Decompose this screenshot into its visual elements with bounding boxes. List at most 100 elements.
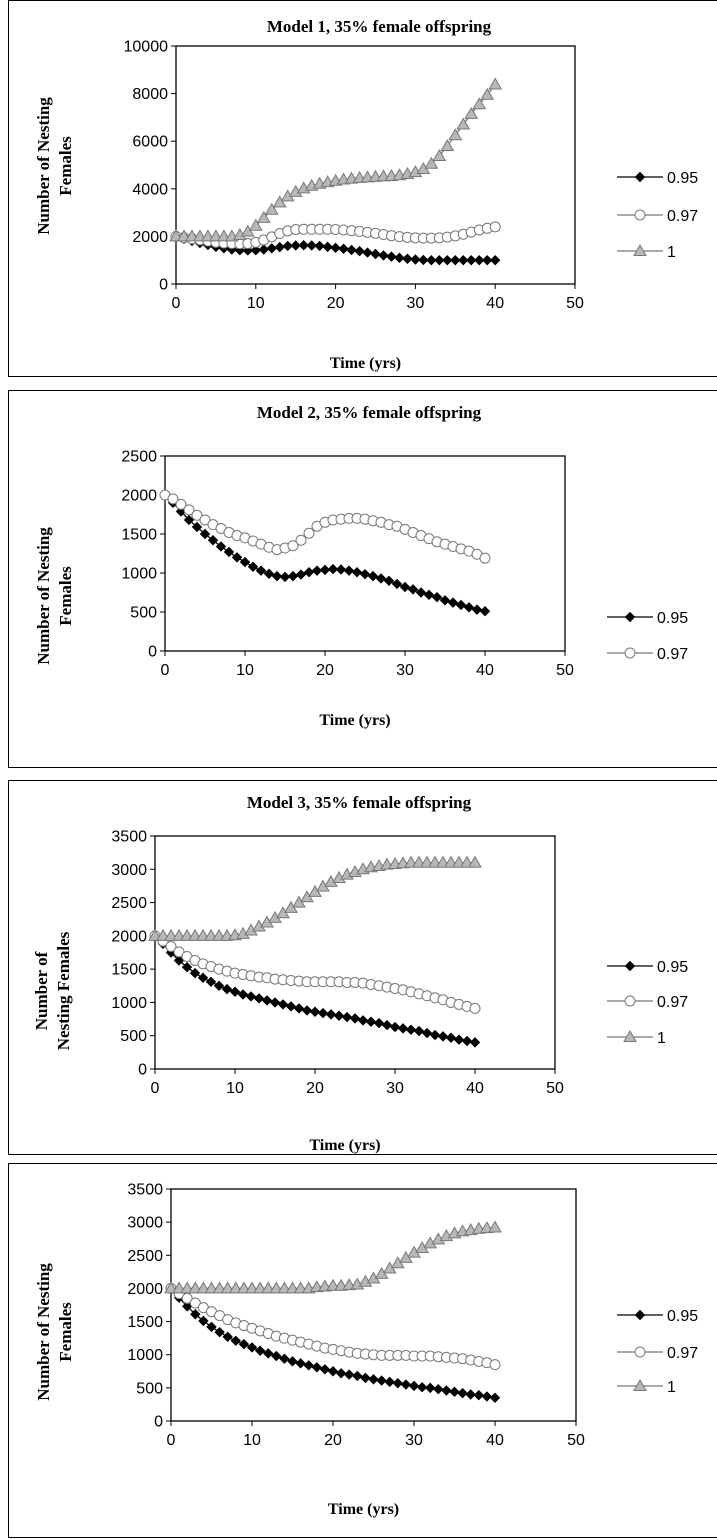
data-point (424, 156, 439, 169)
data-point (432, 148, 447, 161)
data-point (384, 1376, 395, 1388)
data-point (433, 1383, 444, 1395)
x-tick-label: 0 (161, 662, 170, 679)
x-tick-label: 20 (316, 662, 334, 679)
y-tick-label: 2500 (121, 449, 157, 466)
x-tick-label: 30 (407, 295, 425, 312)
data-point (230, 1335, 242, 1347)
y-tick-label: 500 (130, 605, 157, 622)
x-tick-label: 40 (466, 1080, 484, 1097)
y-tick-label: 1000 (111, 995, 147, 1012)
data-point (480, 87, 495, 100)
chart-panel-model-3: Model 3, 35% female offspring 0 500 1000 150… (8, 780, 717, 1155)
x-tick-label: 10 (243, 1432, 261, 1449)
data-point (437, 1031, 449, 1042)
data-point (245, 1281, 259, 1294)
data-point (239, 556, 251, 568)
legend-marker (623, 1029, 637, 1042)
x-tick-label: 50 (556, 662, 574, 679)
data-point (440, 138, 455, 151)
data-point (231, 552, 243, 563)
data-point (343, 565, 355, 576)
data-point (272, 195, 287, 208)
y-tick-label: 2000 (111, 928, 147, 945)
x-tick-label: 20 (306, 1080, 324, 1097)
data-point (461, 1035, 473, 1047)
data-point (479, 606, 491, 617)
legend-label: 0.95 (667, 1308, 698, 1325)
data-point (455, 599, 467, 611)
data-point (295, 569, 307, 580)
legend-entry-0.97: 0.97 (607, 994, 688, 1011)
data-point (415, 587, 427, 598)
legend-label: 1 (657, 1030, 666, 1047)
data-point (386, 251, 397, 262)
chart-title: Model 3, 35% female offspring (247, 793, 472, 812)
series-0.97 (149, 930, 481, 1014)
y-axis-label-line: Females (56, 136, 75, 196)
data-point (175, 498, 187, 510)
x-tick-label: 0 (151, 1080, 160, 1097)
data-point (376, 1375, 387, 1386)
legend-label: 0.97 (657, 646, 688, 663)
data-point (181, 961, 193, 973)
data-point (256, 210, 271, 223)
legend-entry-0.95: 0.95 (607, 959, 688, 976)
data-point (237, 1281, 251, 1294)
y-axis-label-line: Number of (32, 951, 51, 1030)
data-point (335, 564, 347, 575)
data-point (191, 509, 203, 521)
data-point (391, 578, 403, 590)
y-tick-label: 3000 (111, 862, 147, 879)
data-point (293, 1003, 305, 1014)
data-point (253, 993, 265, 1004)
data-point (269, 997, 281, 1008)
data-point (282, 240, 293, 252)
data-point (277, 999, 289, 1010)
y-tick-label: 3500 (111, 829, 147, 846)
data-point (295, 534, 307, 546)
data-point (223, 546, 235, 558)
y-tick-label: 6000 (132, 134, 168, 151)
data-point (426, 254, 437, 266)
data-point (397, 1023, 409, 1034)
legend-label: 0.97 (667, 208, 698, 225)
data-point (346, 244, 357, 256)
data-point (197, 972, 209, 984)
data-point (400, 1379, 412, 1390)
data-point (330, 242, 341, 254)
data-point (416, 1381, 428, 1393)
chart-title: Model 1, 35% female offspring (267, 17, 492, 36)
y-axis-label-line: Females (56, 566, 75, 626)
data-point (399, 581, 411, 593)
legend-entry-0.97: 0.97 (617, 208, 698, 225)
y-tick-label: 3000 (127, 1215, 163, 1232)
data-point (383, 575, 395, 587)
y-axis-label-line: Number of Nesting (34, 527, 53, 665)
legend-label: 0.97 (657, 994, 688, 1011)
data-point (488, 1220, 502, 1233)
data-point (479, 552, 491, 564)
data-point (456, 117, 471, 130)
x-tick-label: 10 (236, 662, 254, 679)
data-point (489, 1392, 501, 1404)
data-point (472, 97, 487, 110)
data-point (489, 1359, 501, 1371)
data-point (237, 989, 249, 1000)
y-tick-label: 4000 (132, 181, 168, 198)
y-tick-label: 0 (154, 1414, 163, 1431)
data-point (418, 254, 429, 266)
legend-entry-0.95: 0.95 (617, 170, 698, 187)
legend-label: 0.97 (667, 1345, 698, 1362)
data-point (360, 1372, 371, 1384)
data-point (441, 1385, 452, 1396)
y-axis-label: Number of Nesting Females (34, 1263, 75, 1401)
data-point (311, 565, 323, 576)
data-point (464, 106, 479, 119)
legend-marker (624, 611, 636, 623)
data-point (343, 1369, 355, 1380)
x-tick-label: 40 (476, 662, 494, 679)
legend-marker (634, 1346, 646, 1358)
data-point (445, 1032, 457, 1043)
plot-area (170, 1188, 577, 1422)
